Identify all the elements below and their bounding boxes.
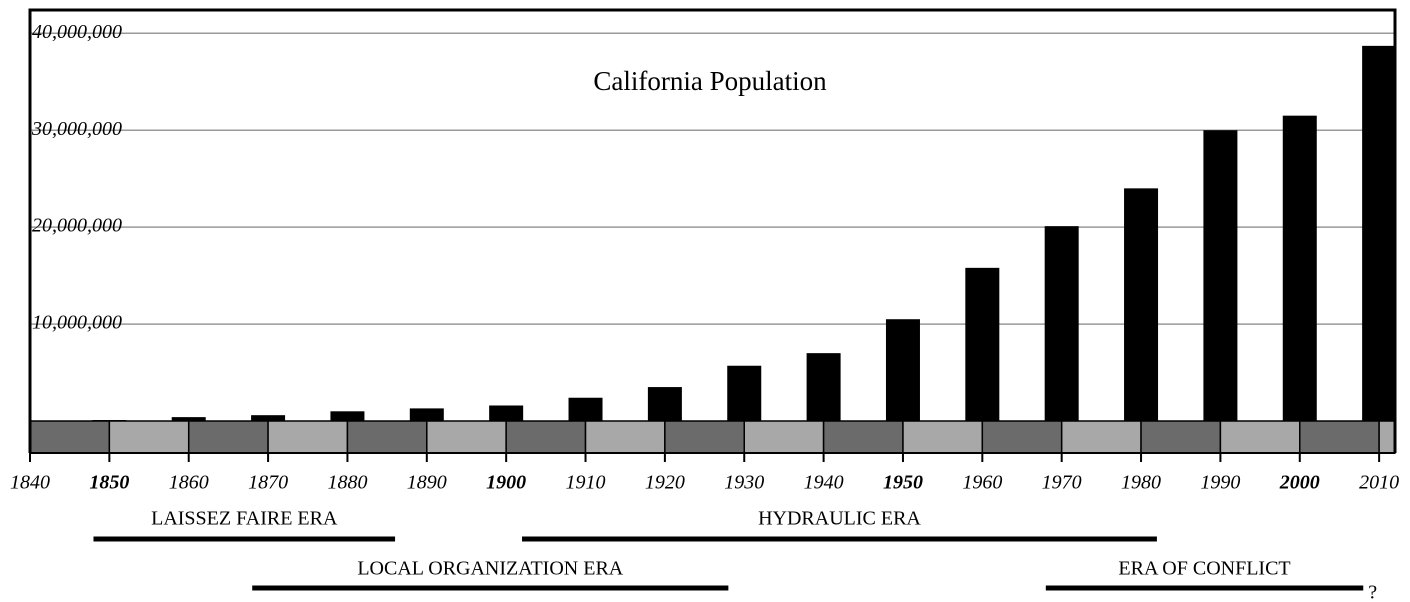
time-band-segment (902, 420, 984, 454)
time-band-segment (426, 420, 507, 454)
y-tick-label: 40,000,000 (32, 21, 122, 43)
plot-frame (28, 8, 1397, 453)
time-band-segment (743, 420, 825, 454)
x-tick-label: 1990 (1200, 472, 1240, 494)
time-band-segment (267, 420, 349, 454)
time-band-segment (1219, 420, 1301, 454)
time-band-segment (822, 420, 904, 454)
time-band-segment (187, 420, 269, 454)
x-tick-label: 2010 (1359, 472, 1399, 494)
bar (171, 417, 206, 421)
x-tick-label: 1880 (327, 472, 367, 494)
era-label: ERA OF CONFLICT (1118, 558, 1290, 580)
bar (251, 415, 286, 421)
x-tick-label: 1980 (1121, 472, 1161, 494)
bar (1282, 115, 1317, 421)
x-tick-label: 2000 (1279, 472, 1320, 494)
time-band-segment (346, 420, 428, 454)
era-label: LOCAL ORGANIZATION ERA (357, 558, 623, 580)
bar (489, 405, 524, 421)
x-tick-label: 1950 (883, 472, 923, 494)
era-label: LAISSEZ FAIRE ERA (151, 508, 338, 530)
x-tick-label: 1910 (566, 472, 606, 494)
bar (965, 267, 1000, 421)
era-end-label: ? (1368, 582, 1377, 602)
y-tick-label: 20,000,000 (32, 215, 122, 237)
bar (568, 397, 603, 421)
bar (92, 420, 127, 421)
time-band-segment (108, 420, 190, 454)
x-tick-label: 1960 (962, 472, 1002, 494)
bar (1124, 188, 1159, 421)
x-tick-label: 1970 (1042, 472, 1082, 494)
bar (1362, 45, 1397, 421)
bar (330, 411, 365, 421)
bar (806, 353, 841, 421)
bar (885, 319, 920, 421)
time-band-segment (1060, 420, 1142, 454)
time-band-segment (1299, 420, 1380, 454)
time-band-segment (29, 420, 111, 454)
time-band-segment (505, 420, 587, 454)
x-tick-label: 1870 (248, 472, 288, 494)
time-band-segment (1378, 420, 1396, 454)
time-band-segment (981, 420, 1063, 454)
time-band-segment (584, 420, 666, 454)
x-tick-label: 1850 (89, 472, 129, 494)
y-tick-label: 10,000,000 (32, 312, 122, 334)
bar (1044, 226, 1079, 421)
x-tick-label: 1860 (169, 472, 209, 494)
bar (409, 408, 444, 421)
x-tick-label: 1890 (407, 472, 447, 494)
bar (727, 365, 762, 421)
x-tick-label: 1920 (645, 472, 685, 494)
bar (647, 387, 682, 421)
x-tick-label: 1840 (10, 472, 50, 494)
y-tick-label: 30,000,000 (31, 118, 122, 140)
bar (1203, 130, 1238, 421)
x-tick-label: 1930 (724, 472, 764, 494)
chart-title: California Population (593, 66, 827, 96)
x-tick-label: 1940 (804, 472, 844, 494)
time-band-segment (1140, 420, 1222, 454)
x-tick-label: 1900 (486, 472, 526, 494)
time-band-segment (664, 420, 745, 454)
era-label: HYDRAULIC ERA (758, 508, 921, 530)
